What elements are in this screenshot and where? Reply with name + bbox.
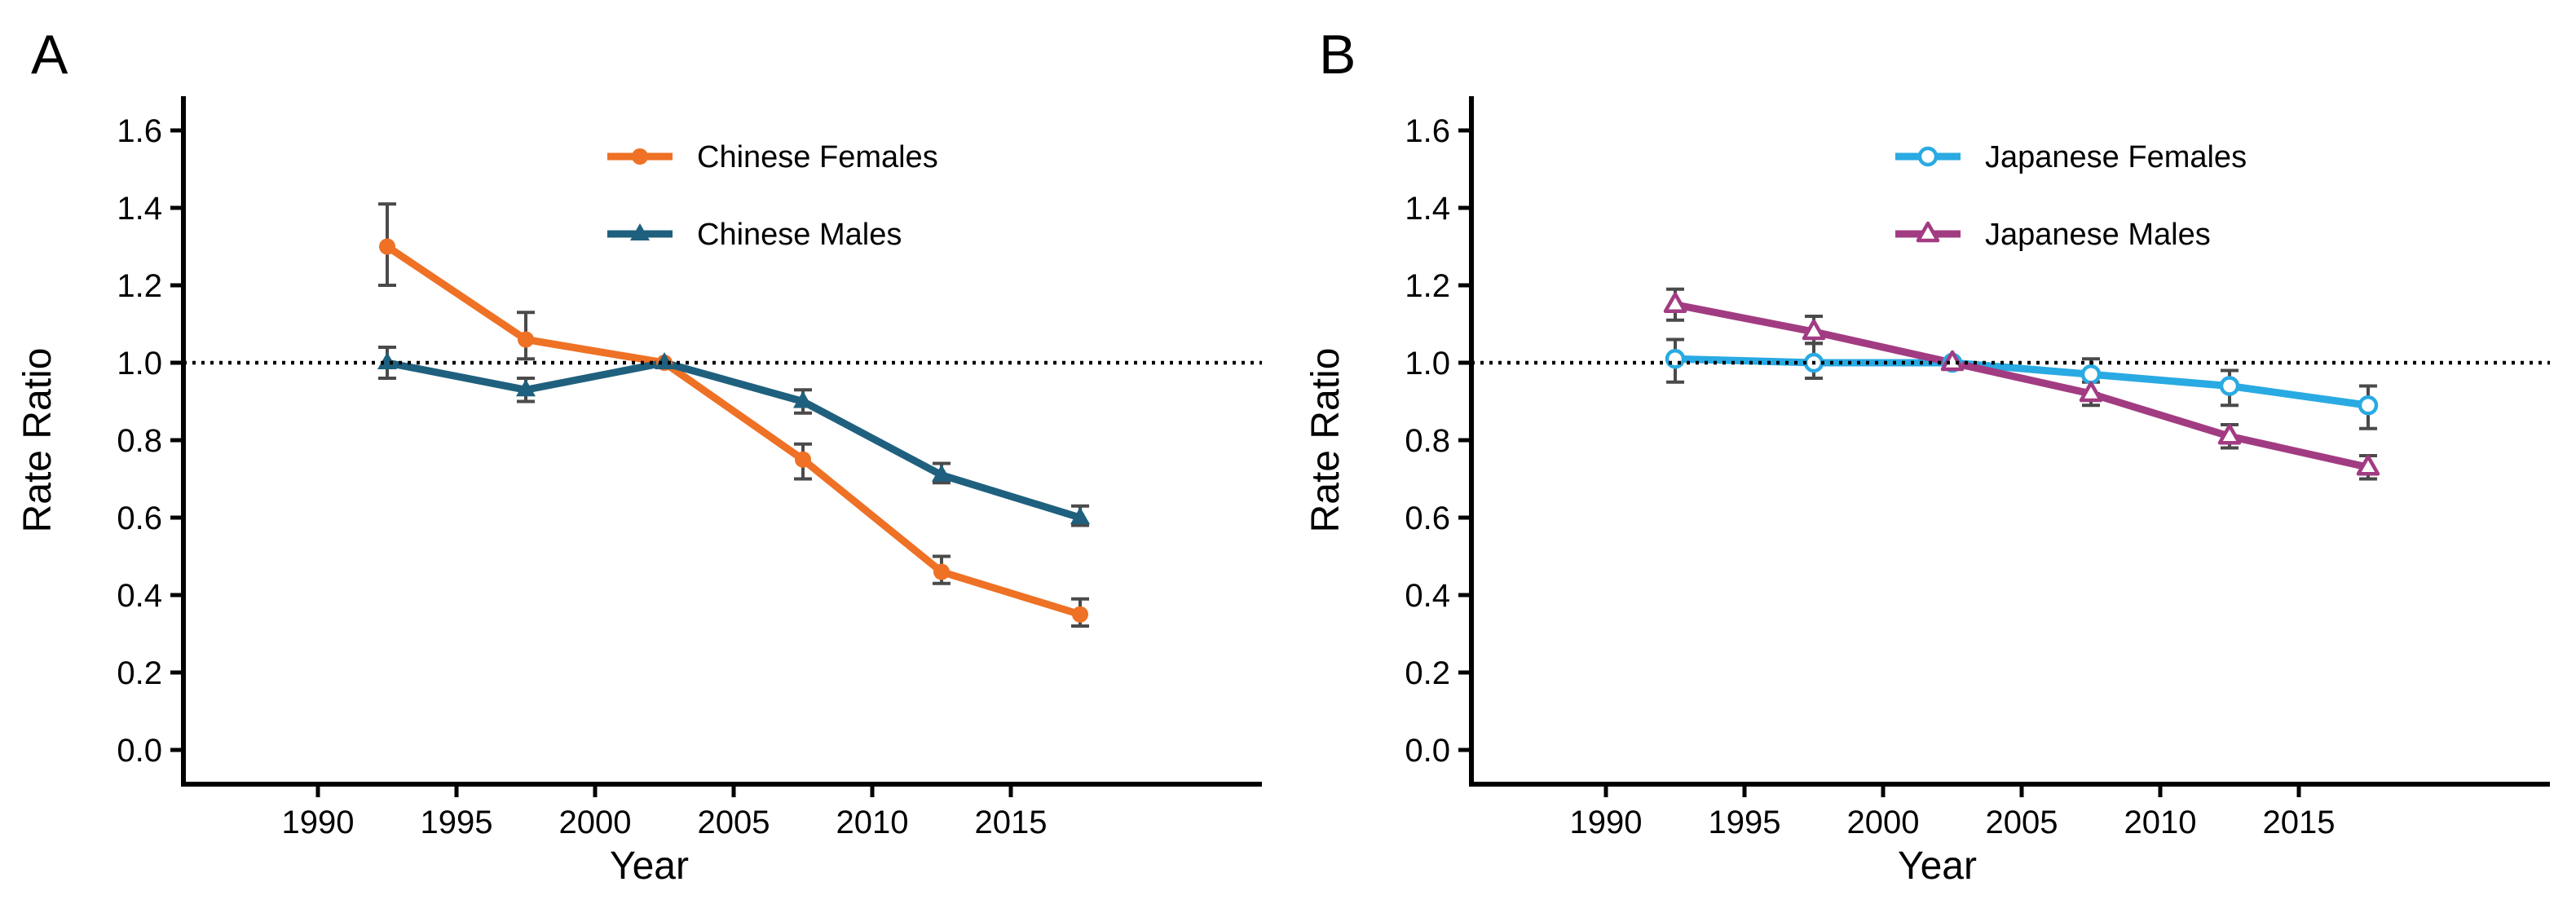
error-bars-japanese-females — [1666, 337, 2377, 430]
legend: Chinese Females Chinese Males — [607, 140, 938, 252]
x-axis-title: Year — [1898, 844, 1977, 888]
y-axis-tick-label: 0.6 — [1405, 501, 1450, 536]
series-markers-chinese-females — [379, 238, 1088, 623]
series-markers-chinese-males — [377, 352, 1090, 524]
series-line-chinese-females — [383, 243, 1084, 619]
y-axis-tick-label: 0.8 — [1405, 423, 1450, 459]
legend-label: Japanese Males — [1985, 218, 2211, 252]
triangle-marker — [1663, 292, 1687, 313]
x-axis-tick-label: 2010 — [836, 805, 909, 840]
circle-marker — [1072, 606, 1088, 623]
y-axis-title: Rate Ratio — [1304, 348, 1348, 533]
circle-marker — [933, 563, 950, 580]
x-axis-tick-label: 2015 — [2263, 805, 2336, 840]
y-axis-tick-label: 0.8 — [117, 423, 162, 459]
y-axis-tick-label: 1.0 — [1405, 346, 1450, 381]
y-axis-tick-label: 0.0 — [1405, 733, 1450, 769]
triangle-marker — [655, 352, 674, 369]
x-axis-tick-label: 2005 — [1986, 805, 2058, 840]
y-axis-tick-label: 0.0 — [117, 733, 162, 769]
y-axis-tick-label: 1.4 — [117, 191, 162, 227]
x-axis-tick-label: 1990 — [282, 805, 355, 840]
legend-key-marker — [632, 148, 648, 165]
y-axis-tick-label: 1.4 — [1405, 191, 1450, 227]
x-axis-tick-label: 1995 — [421, 805, 493, 840]
series-line-japanese-females — [1671, 355, 2372, 409]
error-bars-chinese-males — [378, 346, 1089, 527]
legend-key-marker — [630, 223, 650, 240]
legend-label: Japanese Females — [1985, 140, 2247, 174]
y-axis-tick-label: 0.4 — [1405, 578, 1450, 614]
circle-marker — [518, 331, 534, 348]
x-axis-tick-label: 2010 — [2124, 805, 2197, 840]
y-axis-tick-label: 1.2 — [117, 268, 162, 304]
triangle-marker — [1940, 350, 1965, 372]
triangle-marker — [516, 379, 536, 397]
y-axis-tick-label: 0.4 — [117, 578, 162, 614]
circle-marker — [379, 238, 395, 255]
y-axis-title: Rate Ratio — [16, 348, 60, 533]
triangle-marker — [2079, 381, 2103, 403]
circle-marker — [2219, 376, 2240, 396]
triangle-marker — [1070, 507, 1090, 524]
panel-letter: A — [31, 24, 68, 86]
x-axis-tick-label: 2000 — [559, 805, 632, 840]
x-axis-tick-label: 2015 — [975, 805, 1048, 840]
y-axis-tick-label: 1.0 — [117, 346, 162, 381]
series-line-chinese-males — [383, 359, 1084, 522]
x-axis-tick-label: 2005 — [698, 805, 770, 840]
x-axis-tick-label: 1995 — [1709, 805, 1781, 840]
series-line-japanese-males — [1671, 301, 2372, 471]
y-axis-tick-label: 1.2 — [1405, 268, 1450, 304]
panel-a-chart: A 0.0 0.2 0.4 0.6 0.8 1.0 1.2 1.4 1.6 1990 1995 2000… — [16, 24, 1262, 888]
y-axis-tick-label: 1.6 — [1405, 113, 1450, 149]
legend-label: Chinese Females — [697, 140, 938, 174]
triangle-marker — [2356, 455, 2380, 476]
triangle-marker — [1802, 319, 1826, 341]
legend-key-marker — [1917, 146, 1939, 167]
y-axis-tick-label: 0.2 — [117, 655, 162, 691]
triangle-marker — [377, 352, 397, 369]
y-axis-tick-label: 0.2 — [1405, 655, 1450, 691]
series-markers-japanese-males — [1663, 292, 2380, 476]
circle-marker — [2080, 364, 2102, 385]
x-axis-tick-label: 1990 — [1570, 805, 1643, 840]
triangle-marker — [793, 390, 813, 408]
legend: Japanese Females Japanese Males — [1895, 140, 2247, 252]
legend-key-marker — [1916, 221, 1940, 243]
legend-label: Chinese Males — [697, 218, 902, 252]
panel-letter: B — [1319, 24, 1356, 86]
x-axis-tick-label: 2000 — [1847, 805, 1920, 840]
y-axis-tick-label: 0.6 — [117, 501, 162, 536]
error-bars-japanese-males — [1666, 287, 2377, 481]
circle-marker — [2358, 395, 2379, 416]
y-axis-tick-label: 1.6 — [117, 113, 162, 149]
circle-marker — [795, 451, 811, 468]
x-axis-title: Year — [610, 844, 689, 888]
panel-b-chart: B 0.0 0.2 0.4 0.6 0.8 1.0 1.2 1.4 1.6 1990 1995 2000… — [1304, 24, 2550, 888]
triangle-marker — [932, 464, 951, 482]
triangle-marker — [2217, 424, 2242, 445]
